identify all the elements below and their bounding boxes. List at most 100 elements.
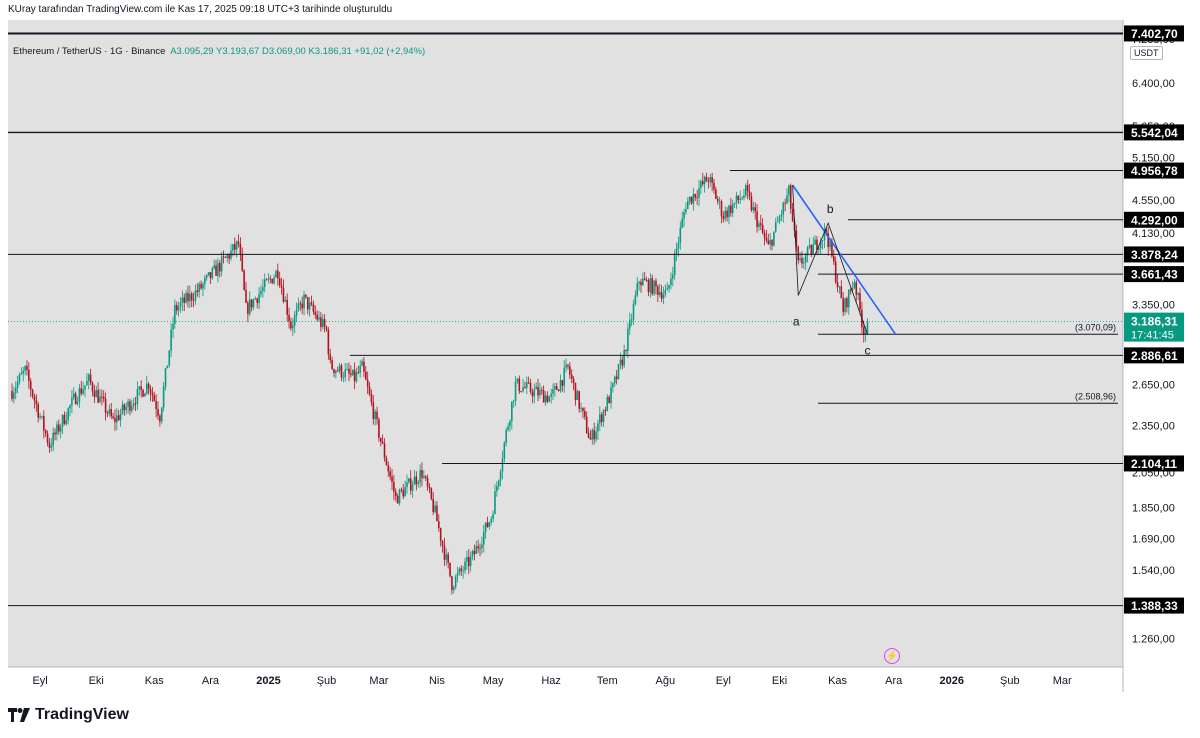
candle-body — [338, 365, 341, 372]
candle-body — [784, 202, 786, 204]
candle-body — [336, 370, 339, 372]
level-price-tag — [1124, 347, 1184, 364]
candle-body — [664, 290, 667, 295]
candle-body — [314, 311, 317, 315]
candle-body — [11, 391, 13, 399]
candle-body — [132, 403, 135, 406]
level-price-label: 3.878,24 — [1131, 248, 1178, 262]
candle-body — [61, 415, 64, 427]
candle-body — [733, 202, 736, 205]
candle-body — [179, 302, 182, 307]
candle-body — [711, 177, 713, 183]
candle-body — [526, 382, 528, 388]
candle-body — [595, 431, 597, 440]
candle-body — [799, 258, 801, 261]
candle-body — [361, 361, 363, 366]
candle-body — [318, 317, 320, 320]
x-tick-label: Kas — [145, 675, 164, 687]
candle-body — [767, 240, 770, 245]
candle-body — [552, 389, 554, 394]
candle-body — [43, 415, 45, 431]
candle-body — [329, 354, 332, 361]
candle-body — [548, 396, 551, 402]
candle-body — [306, 297, 309, 310]
fib-level-label: (2.508,96) — [1075, 391, 1116, 401]
candle-body — [623, 350, 625, 366]
candle-body — [612, 382, 614, 388]
wave-label: a — [793, 314, 800, 328]
candle-body — [778, 216, 781, 222]
candle-body — [44, 430, 47, 434]
candle-body — [475, 546, 478, 554]
candle-body — [539, 389, 541, 396]
candle-body — [666, 288, 668, 291]
chart-canvas[interactable]: 7.288,006.400,005.650,005.150,004.550,00… — [0, 20, 1200, 692]
candle-body — [477, 546, 479, 549]
candle-body — [275, 270, 277, 278]
candle-body — [303, 294, 305, 309]
symbol-name: Ethereum / TetherUS · 1G · Binance — [13, 46, 166, 57]
candle-body — [834, 261, 837, 283]
y-tick-label: 3.350,00 — [1132, 299, 1175, 311]
candle-body — [439, 528, 442, 542]
ohlc-low: D3.069,00 — [261, 46, 306, 57]
candle-body — [683, 212, 685, 219]
candle-body — [554, 386, 556, 390]
candle-body — [627, 328, 629, 352]
candle-body — [207, 272, 210, 276]
candle-body — [125, 406, 127, 411]
chart-frame[interactable]: 7.288,006.400,005.650,005.150,004.550,00… — [0, 20, 1200, 692]
candle-body — [142, 389, 144, 397]
candle-body — [464, 561, 466, 571]
candle-body — [471, 551, 474, 557]
candle-body — [657, 286, 659, 295]
candle-body — [404, 487, 406, 497]
candle-body — [582, 407, 584, 412]
candle-body — [198, 283, 200, 292]
candle-body — [679, 227, 682, 243]
candle-body — [745, 185, 747, 196]
candle-body — [177, 306, 180, 311]
candle-body — [108, 409, 111, 414]
candle-body — [37, 404, 40, 418]
candle-body — [482, 532, 485, 545]
candle-body — [658, 291, 661, 295]
candle-body — [677, 242, 680, 249]
flash-icon[interactable]: ⚡ — [884, 648, 900, 664]
candle-body — [673, 253, 676, 275]
candle-body — [400, 489, 403, 491]
y-tick-label: 4.550,00 — [1132, 195, 1175, 207]
candle-body — [56, 424, 58, 435]
candle-body — [542, 390, 545, 403]
candle-body — [634, 295, 637, 305]
candle-body — [237, 241, 240, 244]
candle-body — [342, 377, 345, 378]
candle-body — [117, 415, 120, 420]
candle-body — [467, 557, 470, 566]
candle-body — [507, 426, 509, 430]
candle-body — [138, 386, 141, 389]
candle-body — [451, 576, 453, 591]
candle-body — [172, 323, 174, 330]
candle-body — [114, 417, 116, 423]
candle-body — [239, 243, 242, 255]
candle-body — [424, 476, 427, 479]
candle-body — [653, 280, 655, 294]
candle-body — [123, 404, 126, 411]
candle-body — [110, 409, 113, 417]
currency-selector[interactable]: USDT — [1130, 46, 1163, 60]
candle-body — [806, 247, 809, 256]
candle-body — [724, 210, 727, 219]
candle-body — [333, 369, 335, 374]
candle-body — [50, 445, 53, 448]
candle-body — [737, 195, 740, 201]
candle-body — [408, 478, 410, 483]
ohlc-open: A3.095,29 — [170, 46, 214, 57]
candle-body — [245, 289, 247, 303]
level-price-tag — [1124, 597, 1184, 614]
x-tick-label: 2025 — [256, 675, 280, 687]
candle-body — [675, 248, 678, 254]
y-tick-label: 1.850,00 — [1132, 502, 1175, 514]
candle-body — [703, 176, 706, 185]
candle-body — [312, 304, 315, 312]
